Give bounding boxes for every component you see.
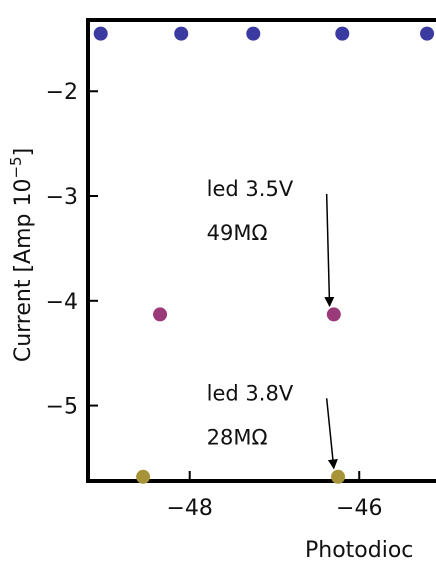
x-axis-ticks: −48 −46 [166,471,382,521]
data-point [335,26,350,41]
x-axis-title: Photodioc [305,538,413,563]
data-points [93,26,435,484]
data-point [326,307,341,322]
x-tick-label: −46 [336,496,382,521]
x-tick-label: −48 [166,496,212,521]
data-point [136,469,151,484]
data-point [153,307,168,322]
y-tick-label: −5 [46,395,78,420]
y-tick-label: −3 [46,185,78,210]
data-point [93,26,108,41]
y-axis-title-main: Current [Amp 10 [11,179,36,363]
annotation-label: led 3.5V [207,177,294,201]
data-point [174,26,189,41]
annotation-label: led 3.8V [207,381,294,405]
plot-area [86,18,436,483]
annotation-label: 28MΩ [207,425,268,449]
annotations: led 3.5V 49MΩ led 3.8V 28MΩ [207,177,338,470]
annotation-arrow [325,398,338,470]
data-point [420,26,435,41]
y-axis-title: Current [Amp 10−5] [7,148,36,362]
y-tick-label: −4 [46,290,78,315]
data-point [246,26,261,41]
annotation-label: 49MΩ [207,221,268,245]
y-tick-label: −2 [46,80,78,105]
y-axis-title-suffix: ] [11,148,36,157]
y-axis-title-exponent: −5 [7,156,25,178]
annotation-arrow [324,193,335,308]
data-point [331,469,346,484]
y-axis-ticks: −2 −3 −4 −5 [46,80,98,420]
plot-frame [86,18,436,483]
